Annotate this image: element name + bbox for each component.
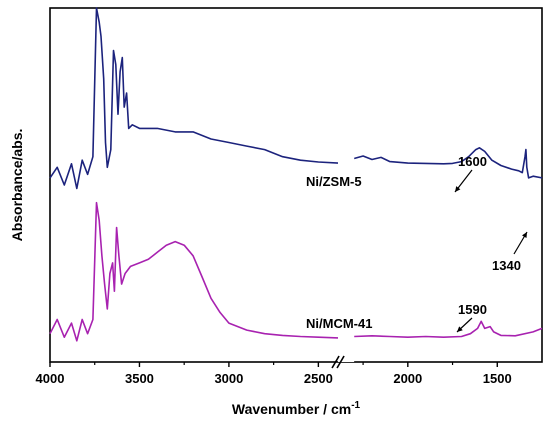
plot-area (49, 7, 543, 363)
annotation-arrowhead-4 (522, 232, 527, 238)
x-tick-label-1500: 1500 (483, 371, 512, 386)
annotation-1590: 1590 (458, 302, 487, 317)
series-line-2-segment-2 (354, 320, 543, 338)
series-line-1-segment-1 (49, 7, 339, 190)
series-line-1-segment-2 (353, 147, 543, 179)
x-tick-label-3000: 3000 (214, 371, 243, 386)
x-axis-title: Wavenumber / cm-1 (232, 400, 361, 417)
axis-break-gap (338, 10, 355, 362)
axis-break-slash-1 (331, 355, 340, 369)
x-axis-ticks: 4000 3500 3000 2500 2000 1500 (36, 362, 512, 386)
x-tick-label-3500: 3500 (125, 371, 154, 386)
x-tick-label-2000: 2000 (393, 371, 422, 386)
x-axis-title-superscript: -1 (351, 400, 360, 411)
axis-break-slash-2 (336, 355, 345, 369)
x-tick-label-4000: 4000 (36, 371, 65, 386)
series-layer (49, 7, 543, 342)
axis-break (331, 10, 355, 369)
x-tick-label-2500: 2500 (304, 371, 333, 386)
plot-frame (49, 7, 543, 363)
x-axis-title-text: Wavenumber / cm (232, 401, 351, 417)
annotations: Ni/ZSM-5 Ni/MCM-41 1600 1340 1590 (306, 154, 528, 333)
annotation-1340: 1340 (492, 258, 521, 273)
annotation-ni-mcm-41: Ni/MCM-41 (306, 316, 372, 331)
annotation-1600: 1600 (458, 154, 487, 169)
series-line-2-segment-1 (49, 201, 339, 342)
annotation-arrowhead-3 (455, 186, 461, 192)
y-axis-title: Absorbance/abs. (9, 129, 25, 242)
annotation-ni-zsm-5: Ni/ZSM-5 (306, 174, 362, 189)
annotation-arrowhead-5 (457, 326, 463, 332)
